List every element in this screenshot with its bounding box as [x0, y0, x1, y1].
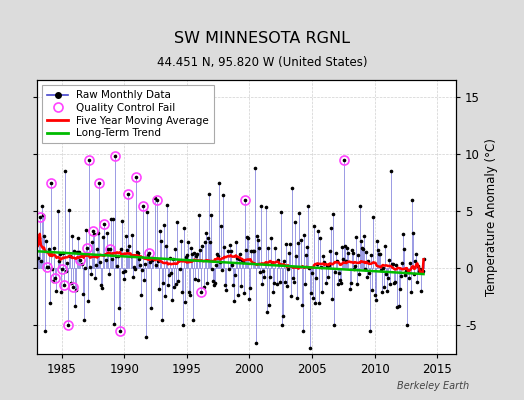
- Legend: Raw Monthly Data, Quality Control Fail, Five Year Moving Average, Long-Term Tren: Raw Monthly Data, Quality Control Fail, …: [42, 85, 214, 144]
- Text: Berkeley Earth: Berkeley Earth: [397, 381, 469, 391]
- Y-axis label: Temperature Anomaly (°C): Temperature Anomaly (°C): [485, 138, 498, 296]
- Text: SW MINNESOTA RGNL: SW MINNESOTA RGNL: [174, 31, 350, 46]
- Text: 44.451 N, 95.820 W (United States): 44.451 N, 95.820 W (United States): [157, 56, 367, 69]
